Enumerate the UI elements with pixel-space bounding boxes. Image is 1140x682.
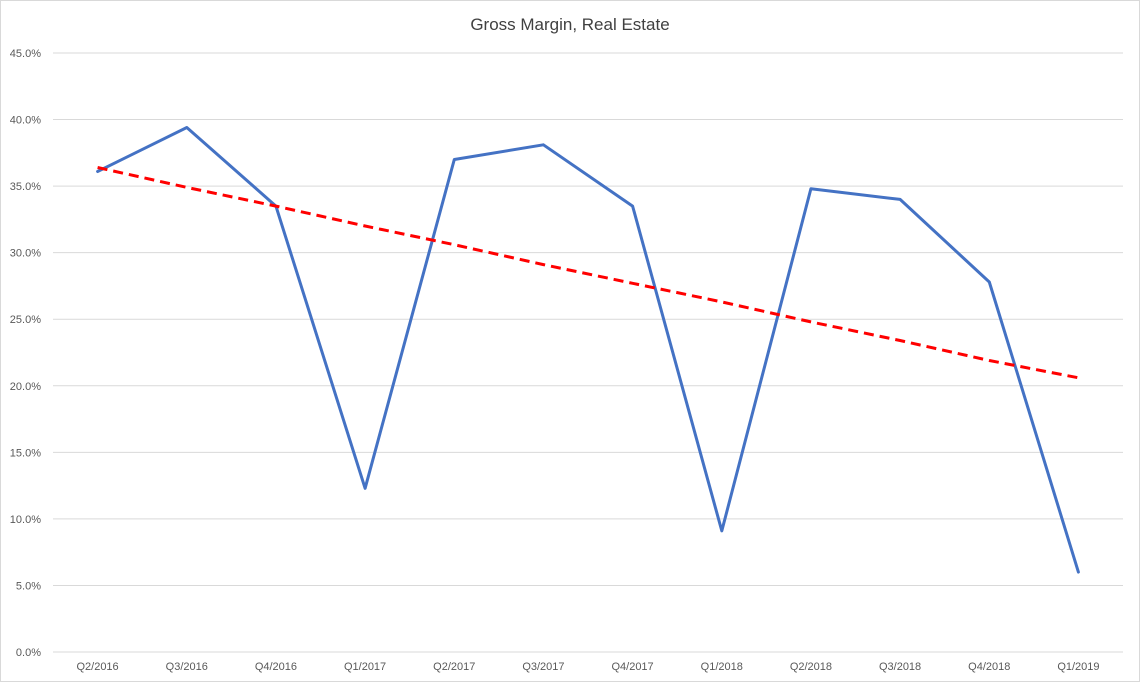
x-tick-label: Q3/2018 [879, 661, 921, 673]
y-tick-label: 15.0% [10, 447, 41, 459]
x-tick-label: Q2/2017 [433, 661, 475, 673]
chart-title: Gross Margin, Real Estate [470, 15, 670, 34]
y-tick-label: 35.0% [10, 181, 41, 193]
y-tick-label: 0.0% [16, 647, 41, 659]
y-tick-label: 45.0% [10, 48, 41, 60]
x-tick-label: Q1/2018 [701, 661, 743, 673]
y-tick-label: 20.0% [10, 381, 41, 393]
y-tick-label: 25.0% [10, 314, 41, 326]
y-tick-label: 40.0% [10, 115, 41, 127]
x-tick-label: Q3/2016 [166, 661, 208, 673]
x-tick-label: Q3/2017 [522, 661, 564, 673]
y-tick-label: 5.0% [16, 580, 41, 592]
x-tick-label: Q4/2016 [255, 661, 297, 673]
x-tick-label: Q2/2016 [76, 661, 118, 673]
y-tick-label: 30.0% [10, 248, 41, 260]
gross-margin-series [96, 126, 1080, 574]
x-tick-label: Q1/2017 [344, 661, 386, 673]
x-tick-label: Q4/2018 [968, 661, 1010, 673]
x-tick-label: Q1/2019 [1057, 661, 1099, 673]
trendline-series [97, 166, 1079, 380]
y-tick-label: 10.0% [10, 514, 41, 526]
x-tick-label: Q2/2018 [790, 661, 832, 673]
x-tick-label: Q4/2017 [611, 661, 653, 673]
